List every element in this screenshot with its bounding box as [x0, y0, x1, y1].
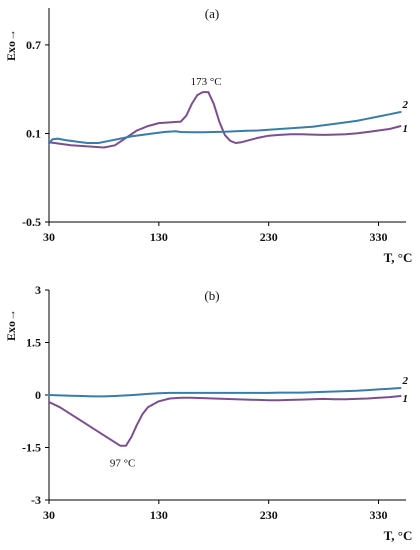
y-tick-label: -1.5 — [22, 441, 41, 455]
peak-annotation: 97 °C — [110, 458, 136, 470]
x-tick-label: 130 — [150, 508, 168, 522]
x-tick-label: 30 — [43, 508, 55, 522]
series-label-1: 1 — [403, 123, 409, 135]
y-tick-label: 3 — [35, 283, 41, 297]
y-axis-label: Exo→ — [4, 309, 18, 341]
series-line-1 — [48, 395, 402, 447]
chart-panel-a: -0.5 0.1 0.7 30 130 230 330 Exo→ T, °C (a) 1 2 173 °… — [4, 6, 412, 265]
x-tick-label: 330 — [370, 508, 388, 522]
x-tick-label: 130 — [150, 230, 168, 244]
series-label-2: 2 — [402, 99, 409, 111]
x-tick-label: 30 — [43, 230, 55, 244]
series-line-2 — [48, 387, 402, 398]
y-tick-label: 0 — [35, 388, 41, 402]
y-tick-label: 0.7 — [26, 38, 41, 52]
y-axis-label: Exo→ — [4, 29, 18, 61]
x-tick-label: 230 — [260, 508, 278, 522]
x-tick-label: 330 — [370, 230, 388, 244]
panel-label: (b) — [204, 288, 219, 303]
y-tick-label: 0.1 — [26, 126, 41, 140]
series-line-1 — [48, 91, 402, 149]
series-line-2 — [48, 111, 402, 145]
x-tick-label: 230 — [260, 230, 278, 244]
y-tick-label: 1.5 — [26, 336, 41, 350]
x-axis-label: T, °C — [384, 528, 413, 543]
y-tick-label: -0.5 — [22, 215, 41, 229]
peak-annotation: 173 °C — [191, 76, 222, 88]
panel-label: (a) — [205, 6, 219, 21]
series-label-1: 1 — [403, 393, 409, 405]
series-label-2: 2 — [402, 375, 409, 387]
x-axis-label: T, °C — [384, 250, 413, 265]
y-tick-label: -3 — [31, 493, 41, 507]
